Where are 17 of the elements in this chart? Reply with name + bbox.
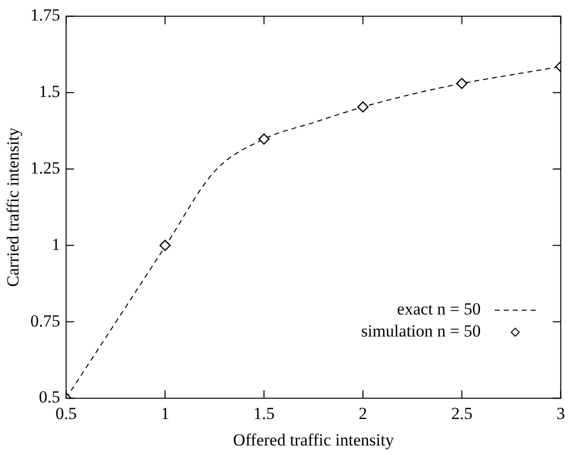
x-tick-label: 1 [160, 404, 170, 423]
x-tick-label: 3 [556, 404, 565, 423]
legend-label: simulation n = 50 [361, 322, 481, 341]
point [258, 133, 270, 145]
y-tick-label: 1.75 [30, 6, 60, 25]
legend-label: exact n = 50 [397, 300, 481, 319]
point [456, 78, 468, 90]
y-tick-label: 1.5 [38, 82, 60, 102]
point [357, 101, 369, 113]
x-tick-label: 2 [358, 404, 368, 423]
x-tick-label: 1.5 [253, 404, 275, 423]
y-tick-label: 1.25 [30, 158, 60, 178]
y-tick-label: 1 [52, 234, 60, 254]
x-axis-title: Offered traffic intensity [233, 430, 394, 450]
y-tick-label: 0.75 [30, 311, 60, 330]
y-axis-title: Carried traffic intensity [4, 127, 23, 287]
x-tick-label: 2.5 [451, 404, 472, 423]
